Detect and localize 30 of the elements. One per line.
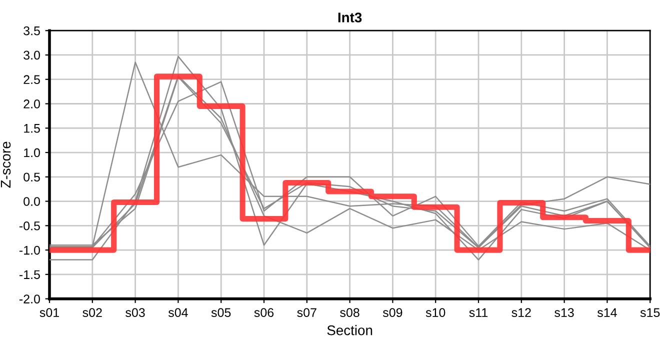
y-tick-label: 1.0 <box>24 148 40 158</box>
y-tick-label: -1.0 <box>19 246 40 255</box>
x-tick-label: s06 <box>254 308 274 318</box>
x-tick-label: s03 <box>126 308 145 318</box>
x-tick-label: s13 <box>554 308 574 318</box>
x-tick-label: s07 <box>297 308 316 318</box>
y-tick-label: 0.0 <box>24 197 40 206</box>
x-tick-label: s10 <box>426 308 446 318</box>
y-tick-label: 3.5 <box>24 26 40 36</box>
y-tick-label: -0.5 <box>19 221 40 230</box>
x-tick-label: s05 <box>211 308 231 318</box>
y-tick-label: 2.5 <box>24 75 40 84</box>
y-axis-title: Z-score <box>0 142 11 188</box>
x-tick-label: s11 <box>469 308 488 318</box>
x-tick-label: s04 <box>168 308 188 318</box>
x-tick-label: s02 <box>82 308 102 318</box>
x-tick-label: s15 <box>640 308 660 318</box>
x-axis-title: Section <box>327 325 372 336</box>
x-tick-label: s01 <box>40 308 59 318</box>
y-tick-label: -1.5 <box>19 270 40 280</box>
x-tick-label: s14 <box>597 308 617 318</box>
y-tick-label: 0.5 <box>24 172 40 182</box>
y-tick-label: -2.0 <box>19 294 40 304</box>
y-tick-label: 3.0 <box>24 50 40 60</box>
x-tick-label: s12 <box>512 308 531 318</box>
chart-title: Int3 <box>338 12 362 22</box>
x-tick-label: s09 <box>382 308 402 318</box>
x-tick-label: s08 <box>340 308 360 318</box>
y-tick-label: 2.0 <box>24 100 40 108</box>
y-tick-label: 1.5 <box>24 124 40 133</box>
